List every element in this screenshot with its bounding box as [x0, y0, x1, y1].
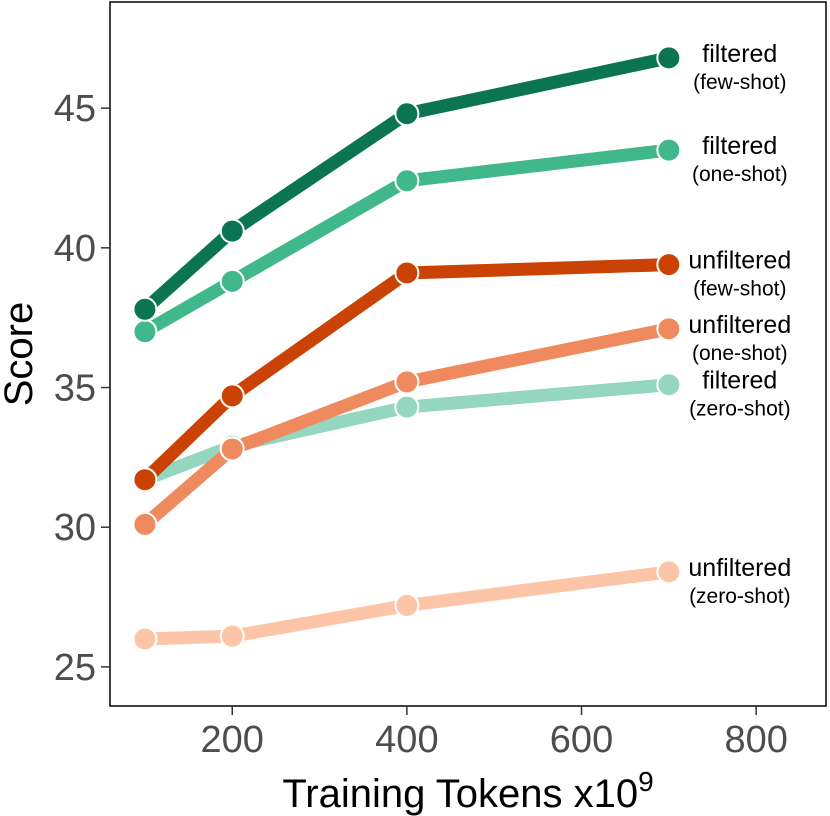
- series-line: [138, 143, 676, 339]
- data-point: [656, 137, 682, 163]
- series-layer: [132, 45, 682, 652]
- x-axis-title-superscript: 9: [638, 766, 654, 797]
- data-point: [132, 319, 158, 345]
- data-point: [219, 268, 245, 294]
- series-line: [138, 258, 676, 487]
- data-point: [394, 592, 420, 618]
- x-tick-label: 400: [375, 719, 438, 761]
- data-point: [132, 626, 158, 652]
- x-axis-title-text: Training Tokens x10: [282, 772, 638, 816]
- series-label-name: unfiltered: [688, 311, 791, 339]
- series-label-detail: (zero-shot): [689, 585, 791, 608]
- series-label-name: unfiltered: [688, 554, 791, 582]
- data-point: [132, 296, 158, 322]
- data-point: [394, 369, 420, 395]
- data-point: [219, 436, 245, 462]
- y-tick-label: 45: [54, 88, 96, 130]
- data-point: [219, 623, 245, 649]
- data-point: [394, 168, 420, 194]
- series-unfiltered-few-shot: [132, 252, 682, 493]
- series-line: [138, 565, 676, 646]
- series-line: [138, 51, 676, 316]
- x-axis-title: Training Tokens x109: [282, 766, 653, 816]
- series-filtered-one-shot: [132, 137, 682, 345]
- series-label-detail: (few-shot): [693, 71, 786, 94]
- series-label-detail: (few-shot): [693, 278, 786, 301]
- data-point: [656, 45, 682, 71]
- series-label-name: filtered: [702, 132, 777, 160]
- x-tick-label: 600: [550, 719, 613, 761]
- data-point: [132, 511, 158, 537]
- data-point: [219, 383, 245, 409]
- series-line: [138, 322, 676, 531]
- data-point: [656, 372, 682, 398]
- y-tick-label: 30: [54, 507, 96, 549]
- plot-panel: [109, 1, 827, 707]
- x-tick-label: 200: [201, 719, 264, 761]
- data-point: [656, 252, 682, 278]
- y-tick-label: 40: [54, 228, 96, 270]
- series-unfiltered-zero-shot: [132, 559, 682, 652]
- x-tick-label: 800: [724, 719, 787, 761]
- series-filtered-few-shot: [132, 45, 682, 322]
- data-point: [219, 218, 245, 244]
- series-label-detail: (zero-shot): [689, 398, 791, 421]
- data-point: [656, 559, 682, 585]
- series-label-name: filtered: [702, 367, 777, 395]
- series-label-name: unfiltered: [688, 247, 791, 275]
- data-point: [394, 394, 420, 420]
- series-label-name: filtered: [702, 40, 777, 68]
- data-point: [394, 260, 420, 286]
- series-unfiltered-one-shot: [132, 316, 682, 537]
- y-tick-label: 35: [54, 368, 96, 410]
- axis-ticks: 25 30 35 40 45 200 400 600 800: [54, 88, 788, 761]
- y-tick-label: 25: [54, 647, 96, 689]
- y-axis-title: Score: [0, 302, 41, 407]
- series-label-detail: (one-shot): [692, 163, 788, 186]
- data-point: [132, 467, 158, 493]
- series-label-detail: (one-shot): [692, 342, 788, 365]
- data-point: [394, 101, 420, 127]
- series-labels: filtered(few-shot)filtered(one-shot)unfi…: [688, 40, 791, 608]
- data-point: [656, 316, 682, 342]
- series-line: [138, 378, 676, 487]
